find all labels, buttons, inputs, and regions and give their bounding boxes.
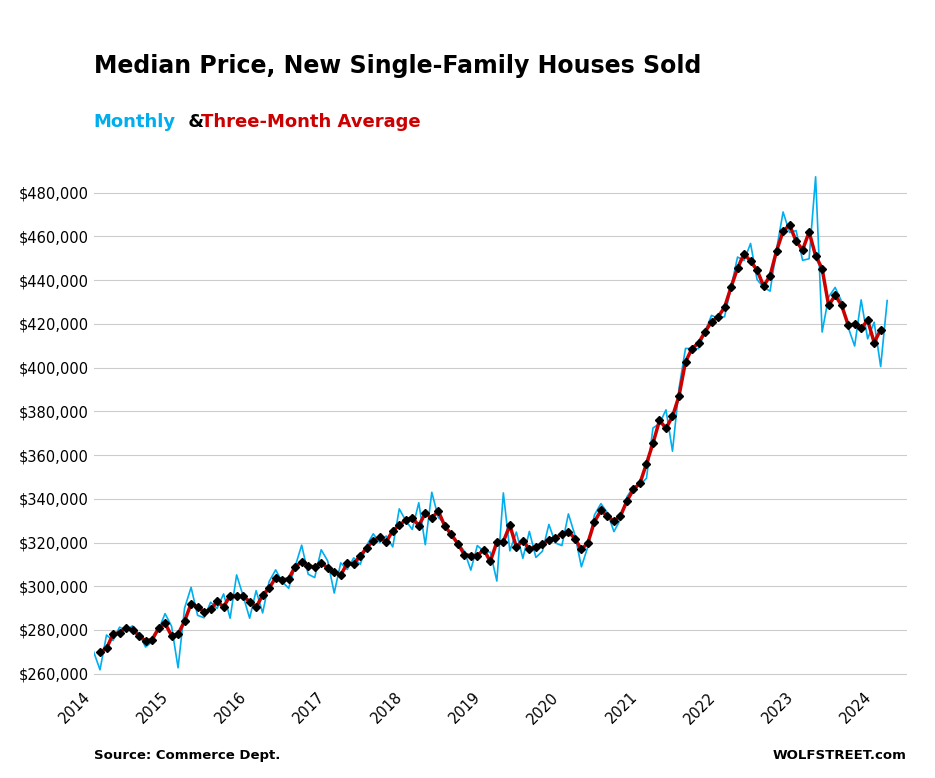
Text: WOLFSTREET.com: WOLFSTREET.com [773, 749, 907, 762]
Text: Source: Commerce Dept.: Source: Commerce Dept. [94, 749, 280, 762]
Text: Monthly: Monthly [94, 113, 176, 131]
Text: Three-Month Average: Three-Month Average [201, 113, 421, 131]
Text: Median Price, New Single-Family Houses Sold: Median Price, New Single-Family Houses S… [94, 54, 701, 79]
Text: &: & [182, 113, 210, 131]
